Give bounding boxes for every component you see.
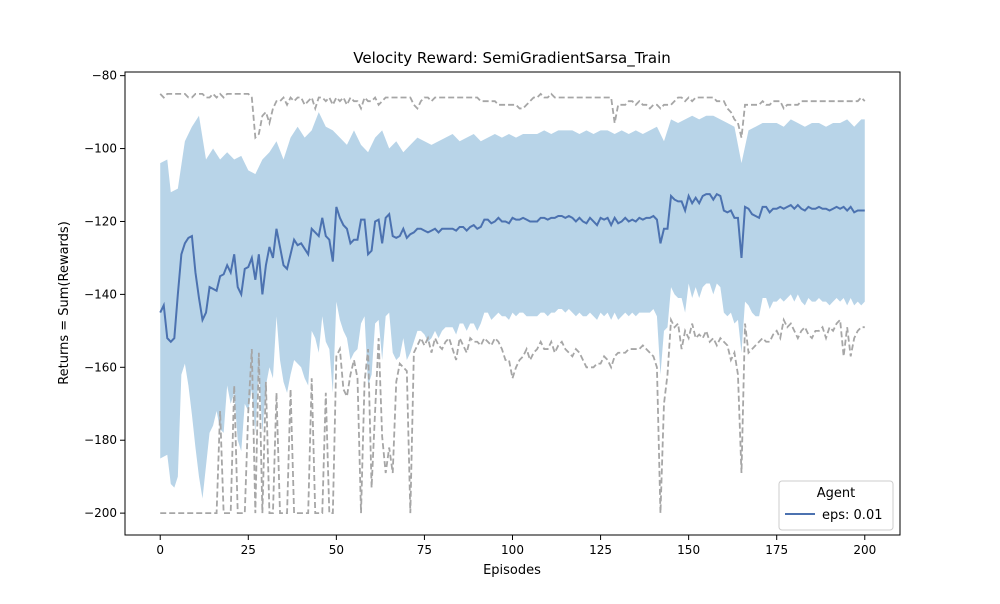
legend-box bbox=[778, 480, 894, 531]
mean-return-line bbox=[159, 192, 865, 344]
x-axis-ticks: 0 25 50 75 100 125 150 175 200 bbox=[156, 535, 876, 557]
y-axis-ticks: −200 −180 −160 −140 −120 −100 −80 bbox=[84, 69, 125, 520]
x-tick-label: 200 bbox=[853, 543, 876, 557]
x-tick-label: 175 bbox=[765, 543, 788, 557]
max-bound-line bbox=[159, 92, 866, 140]
x-axis-label: Episodes bbox=[483, 563, 541, 578]
chart-title: Velocity Reward: SemiGradientSarsa_Train bbox=[353, 49, 671, 68]
x-tick-label: 50 bbox=[329, 543, 344, 557]
y-tick-label: −100 bbox=[84, 142, 117, 156]
series-layer bbox=[159, 92, 866, 515]
x-tick-label: 125 bbox=[589, 543, 612, 557]
min-bound-line bbox=[160, 316, 865, 515]
y-tick-label: −180 bbox=[84, 433, 117, 447]
x-tick-label: 100 bbox=[501, 543, 524, 557]
legend: Agent eps: 0.01 bbox=[778, 480, 894, 531]
legend-entry: eps: 0.01 bbox=[822, 508, 882, 523]
y-tick-label: −120 bbox=[84, 214, 117, 228]
y-axis-label: Returns = Sum(Rewards) bbox=[57, 221, 72, 385]
x-tick-label: 150 bbox=[677, 543, 700, 557]
y-tick-label: −200 bbox=[84, 506, 117, 520]
legend-title: Agent bbox=[817, 486, 855, 501]
y-tick-label: −140 bbox=[84, 287, 117, 301]
y-tick-label: −160 bbox=[84, 360, 117, 374]
x-tick-label: 25 bbox=[241, 543, 256, 557]
x-tick-label: 0 bbox=[156, 543, 164, 557]
y-tick-label: −80 bbox=[92, 69, 117, 83]
x-tick-label: 75 bbox=[417, 543, 432, 557]
